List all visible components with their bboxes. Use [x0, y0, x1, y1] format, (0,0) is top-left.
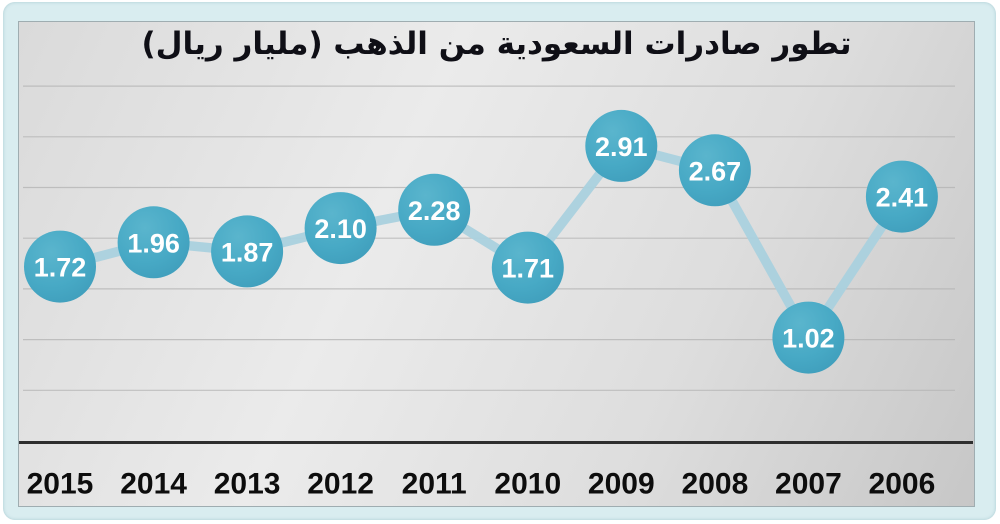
- data-point-value-label: 1.96: [127, 228, 180, 258]
- data-point-marker: [865, 160, 938, 233]
- data-point-marker: [117, 206, 190, 279]
- x-axis-label: 2011: [402, 468, 467, 501]
- chart-title: تطور صادرات السعودية من الذهب (مليار ريا…: [141, 26, 852, 62]
- data-point-marker: [585, 109, 658, 182]
- x-axis-label: 2006: [869, 468, 936, 501]
- plot-area: تطور صادرات السعودية من الذهب (مليار ريا…: [18, 21, 975, 507]
- data-point-value-label: 2.10: [314, 214, 367, 244]
- gold-exports-line-chart: 1.72 1.96 1.87 2.10 2.28 1.71 2.91 2.67 1.02 2.41…: [19, 85, 973, 501]
- x-axis-label: 2013: [214, 468, 281, 501]
- data-point-value-label: 2.67: [689, 156, 742, 186]
- data-point-marker: [398, 173, 471, 246]
- data-point-value-label: 2.91: [595, 132, 648, 162]
- data-point-marker: [24, 230, 96, 303]
- series-line: [55, 141, 907, 343]
- x-axis-label: 2015: [27, 468, 94, 501]
- data-point-value-label: 2.41: [876, 183, 929, 213]
- data-point-marker: [491, 231, 564, 304]
- x-axis-label: 2014: [120, 468, 187, 501]
- x-axis-label: 2008: [682, 468, 749, 501]
- x-axis-label: 2010: [494, 468, 561, 501]
- data-point-value-label: 1.71: [502, 254, 555, 284]
- data-point-marker: [678, 134, 751, 207]
- x-axis-label: 2012: [307, 468, 374, 501]
- x-axis-label: 2007: [775, 468, 842, 501]
- data-point-value-label: 2.28: [408, 196, 461, 226]
- data-point-marker: [304, 192, 377, 265]
- data-point-value-label: 1.87: [221, 237, 274, 267]
- x-axis-label: 2009: [588, 468, 655, 501]
- data-point-value-label: 1.72: [34, 253, 87, 283]
- data-point-marker: [772, 301, 845, 374]
- chart-frame: تطور صادرات السعودية من الذهب (مليار ريا…: [3, 2, 996, 520]
- data-point-value-label: 1.02: [782, 324, 835, 354]
- data-point-marker: [211, 215, 284, 288]
